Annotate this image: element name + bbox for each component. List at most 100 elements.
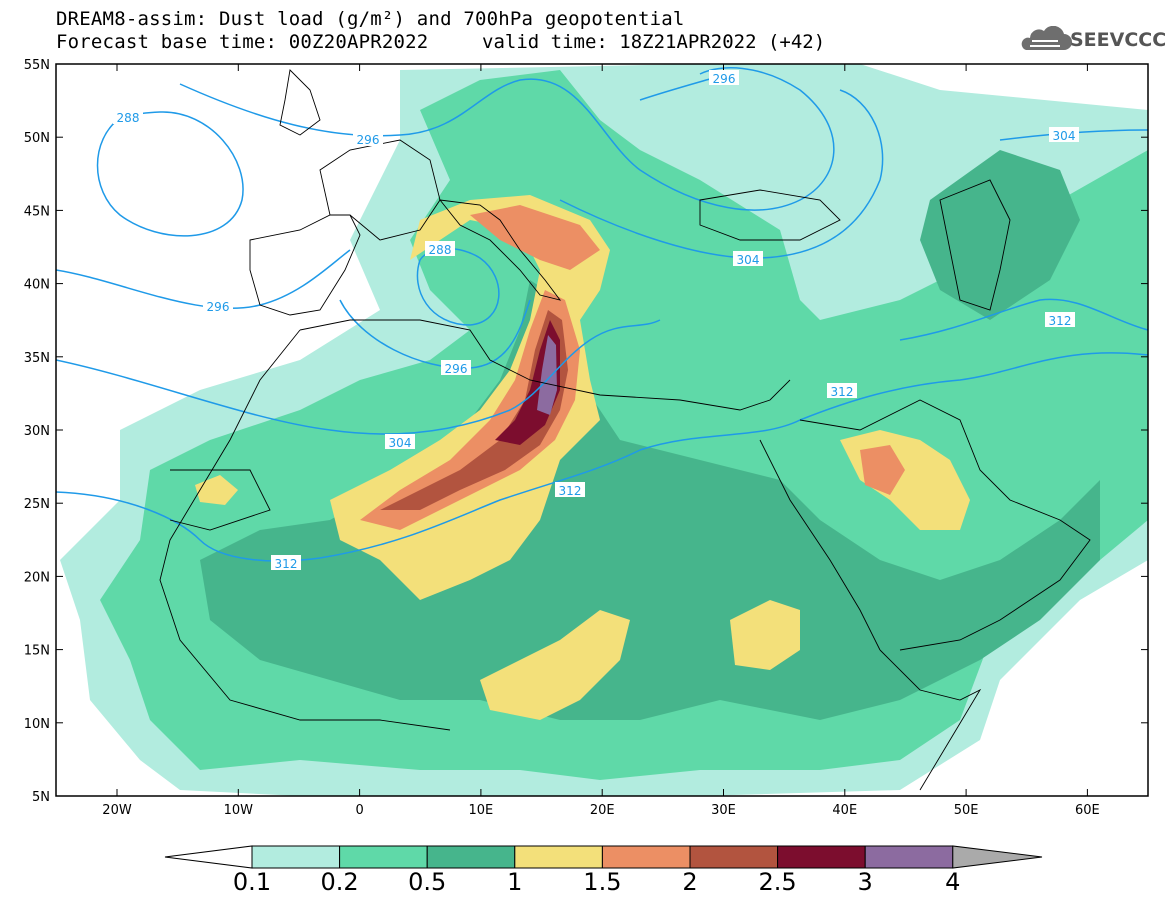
dust-level-3	[537, 335, 557, 415]
geopotential-contours	[56, 67, 1148, 562]
coast-iberia	[249, 214, 361, 316]
coast-italy	[438, 199, 562, 301]
cloud-icon	[1021, 25, 1072, 50]
coast-britain	[279, 69, 321, 136]
lon-label: 40E	[832, 803, 857, 818]
lat-label: 15N	[24, 644, 50, 659]
contour-label-bg	[827, 383, 857, 398]
map-title: DREAM8-assim: Dust load (g/m²) and 700hP…	[56, 8, 685, 30]
contour-288-west	[96, 111, 244, 237]
lat-label: 10N	[24, 717, 50, 732]
dust-field	[56, 64, 1148, 796]
lat-label: 35N	[24, 351, 50, 366]
colorbar	[164, 845, 1043, 869]
dust-level-dense-caspian	[920, 150, 1080, 320]
contour-label: 288	[117, 111, 140, 125]
contour-label-bg	[709, 70, 739, 85]
colorbar-label: 0.2	[320, 868, 359, 896]
contour-label-bg	[425, 241, 455, 256]
coast-black-sea	[699, 189, 841, 241]
colorbar-swatch	[251, 845, 341, 869]
lon-label: 0	[355, 803, 363, 818]
dust-level-1-5-north	[470, 205, 600, 270]
colorbar-label: 1.5	[583, 868, 622, 896]
lon-label: 50E	[954, 803, 979, 818]
colorbar-swatch	[864, 845, 954, 869]
lon-label: 20W	[102, 803, 132, 818]
contour-304-balkans	[559, 89, 884, 259]
contour-label-bg	[1049, 127, 1079, 142]
lat-label: 50N	[24, 131, 50, 146]
contour-label-bg	[555, 482, 585, 497]
contour-label: 296	[357, 133, 380, 147]
colorbar-label: 0.5	[408, 868, 447, 896]
lon-label: 30E	[711, 803, 736, 818]
coast-red-sea	[759, 439, 881, 651]
contour-label-bg	[385, 434, 415, 449]
contour-label-bg	[733, 251, 763, 266]
coast-west-africa	[159, 329, 451, 731]
colorbar-swatch	[339, 845, 428, 869]
dust-level-1-sahel	[480, 610, 630, 720]
contour-label-bg	[1045, 312, 1075, 327]
contour-label: 304	[1053, 129, 1076, 143]
dust-level-dense	[200, 280, 1100, 720]
contour-label: 296	[445, 362, 468, 376]
contour-label: 296	[207, 300, 230, 314]
contour-312-west	[56, 352, 1148, 562]
lat-label: 45N	[24, 204, 50, 219]
dust-level-2-5	[495, 320, 560, 445]
logo-text: SEEVCCC	[1070, 29, 1165, 51]
contour-label-bg	[113, 109, 143, 124]
colorbar-swatch	[426, 845, 516, 869]
contour-label-bg	[353, 131, 383, 146]
contour-label: 288	[429, 243, 452, 257]
contour-312-east	[899, 298, 1148, 341]
coast-france	[319, 139, 441, 241]
seevccc-logo: SEEVCCC	[1016, 25, 1165, 56]
colorbar-swatch	[601, 845, 691, 869]
coastlines	[159, 69, 1091, 791]
dust-level-1-sudan	[730, 600, 800, 670]
dust-level-1-5	[360, 290, 580, 530]
valid-time: valid time: 18Z21APR2022 (+42)	[482, 31, 826, 53]
lon-label: 10E	[469, 803, 494, 818]
colorbar-label: 3	[857, 868, 873, 896]
longitude-axis: 20W 10W 0 10E 20E 30E 40E 50E 60E	[102, 64, 1100, 818]
contour-label: 312	[831, 385, 854, 399]
contour-304-south	[56, 319, 661, 435]
lat-label: 30N	[24, 424, 50, 439]
colorbar-label: 2.5	[758, 868, 797, 896]
coast-mauritania	[169, 469, 271, 531]
contour-label: 312	[275, 557, 298, 571]
colorbar-label: 0.1	[232, 868, 272, 896]
latitude-axis: 55N 50N 45N 40N 35N 30N 25N 20N 15N 10N 5N	[24, 58, 1148, 805]
contour-label-bg	[203, 298, 233, 313]
coast-arabia	[799, 399, 1091, 651]
coast-caspian	[939, 179, 1011, 311]
colorbar-label: 4	[945, 868, 961, 896]
contour-labels: 2882962963043043123123122962882963043043…	[113, 70, 1079, 571]
contour-label: 312	[1049, 314, 1072, 328]
lat-label: 55N	[24, 58, 50, 73]
dust-level-1-mauritania	[195, 475, 238, 505]
contour-label: 304	[389, 436, 412, 450]
coast-east-africa	[879, 649, 982, 791]
contour-label: 304	[737, 253, 760, 267]
coast-north-africa	[299, 319, 791, 411]
colorbar-high-arrow	[952, 845, 1043, 869]
colorbar-swatch	[777, 845, 866, 869]
contour-label: 296	[713, 72, 736, 86]
contour-296-west	[56, 249, 351, 310]
colorbar-low-arrow	[164, 845, 253, 869]
contour-label: 312	[559, 484, 582, 498]
lon-label: 20E	[590, 803, 615, 818]
colorbar-swatch	[514, 845, 603, 869]
lat-label: 20N	[24, 570, 50, 585]
contour-label-bg	[271, 555, 301, 570]
contour-label-bg	[441, 360, 471, 375]
dust-level-1-5-arabia	[860, 445, 905, 495]
colorbar-swatch	[689, 845, 779, 869]
lat-label: 25N	[24, 497, 50, 512]
